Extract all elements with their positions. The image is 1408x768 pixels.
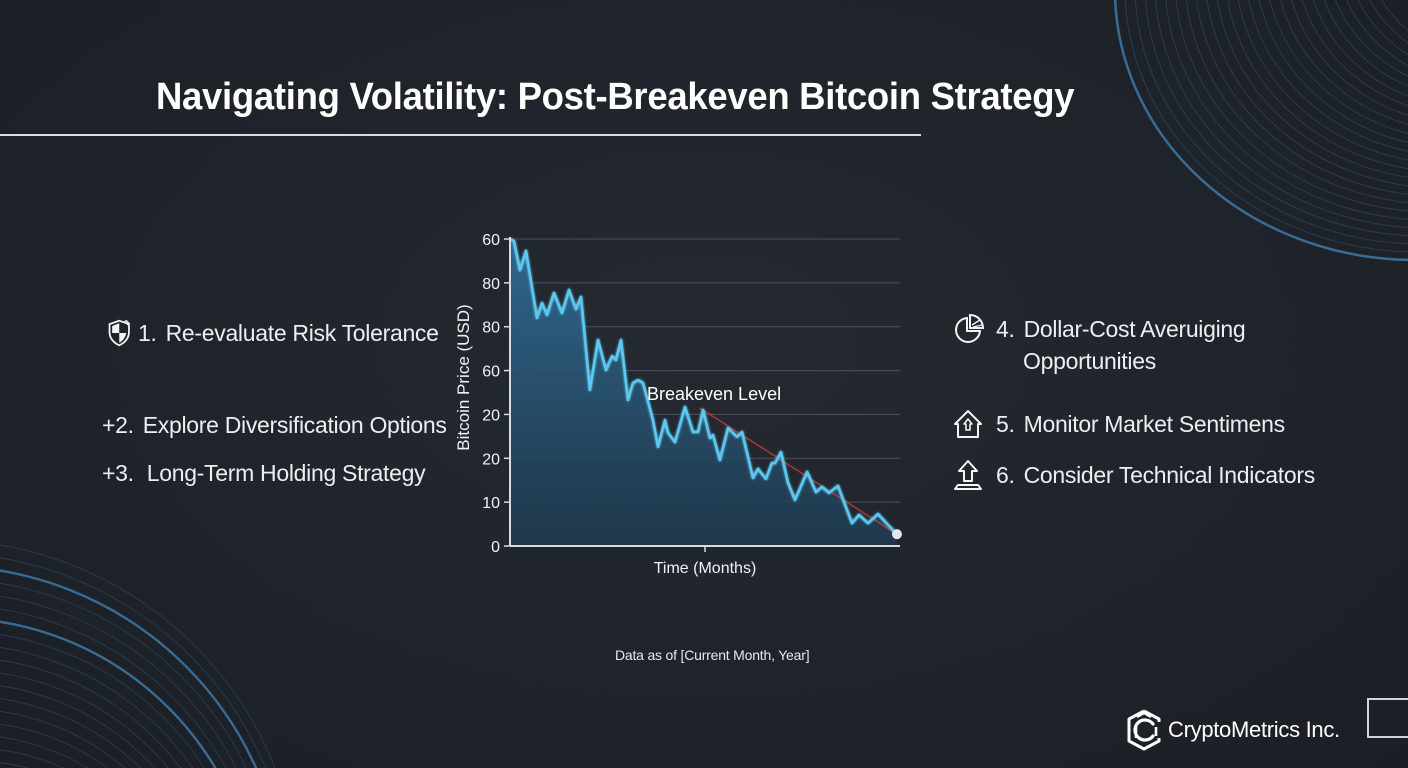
- y-tick-label: 0: [491, 539, 500, 556]
- brand-logo: CryptoMetrics Inc.: [1124, 708, 1340, 752]
- swirl-arc: [1369, 0, 1408, 44]
- swirl-arc: [0, 659, 182, 768]
- swirl-arc: [1248, 0, 1408, 152]
- title-divider: [0, 134, 921, 136]
- swirl-arc: [1165, 0, 1408, 220]
- swirl-arc: [1216, 0, 1408, 178]
- strategy-number: +3.: [102, 460, 134, 486]
- swirl-arc: [1237, 0, 1408, 161]
- breakeven-label: Breakeven Level: [647, 384, 781, 404]
- trend-line: [699, 407, 898, 535]
- swirl-arc: [1280, 0, 1408, 125]
- swirl-arc: [0, 569, 258, 768]
- strategy-label: Re-evaluate Risk Tolerance: [165, 319, 439, 346]
- swirl-arc: [0, 736, 89, 768]
- swirl-arc: [1114, 0, 1408, 262]
- swirl-arc: [1269, 0, 1408, 134]
- swirl-arc: [0, 762, 30, 768]
- upload-arrow-icon: [954, 460, 982, 490]
- swirl-arc: [1186, 0, 1408, 203]
- strategy-item-4: 4. Dollar-Cost Averuiging: [952, 312, 1246, 346]
- swirl-arc: [1175, 0, 1408, 212]
- strategy-label: Explore Diversification Options: [142, 412, 447, 438]
- shield-icon: [108, 319, 130, 347]
- y-tick-label: 20: [482, 407, 500, 424]
- swirl-arc: [1206, 0, 1408, 187]
- swirl-arc: [0, 544, 276, 768]
- swirl-arc: [1155, 0, 1408, 228]
- strategy-item-1: 1. Re-evaluate Risk Tolerance: [106, 318, 439, 348]
- strategy-label: Dollar-Cost Averuiging: [1023, 315, 1246, 342]
- swirl-arc: [1290, 0, 1408, 116]
- strategy-label: Long-Term Holding Strategy: [146, 460, 426, 486]
- y-tick-label: 60: [482, 364, 500, 381]
- strategy-label: Monitor Market Sentimens: [1023, 410, 1286, 437]
- y-tick-label: 80: [482, 276, 500, 293]
- price-line: [509, 237, 898, 536]
- swirl-arc: [1196, 0, 1408, 195]
- brand-name: CryptoMetrics Inc.: [1168, 717, 1340, 742]
- strategy-item-5: 5. Monitor Market Sentimens: [952, 407, 1285, 441]
- strategy-item-3: +3. Long-Term Holding Strategy: [102, 460, 426, 487]
- swirl-arc: [1312, 0, 1408, 97]
- y-axis-label: Bitcoin Price (USD): [454, 304, 473, 450]
- strategy-number: 6.: [996, 461, 1015, 488]
- swirl-arc: [1323, 0, 1408, 87]
- swirl-arc: [0, 749, 64, 768]
- swirl-arc: [1357, 0, 1408, 56]
- swirl-arc: [1135, 0, 1408, 245]
- swirl-arc: [1145, 0, 1408, 236]
- swirl-arc: [0, 698, 141, 768]
- pie-chart-icon: [955, 313, 985, 343]
- x-axis-label: Time (Months): [654, 560, 757, 577]
- y-tick-label: 60: [482, 232, 500, 249]
- swirl-arc: [1124, 0, 1408, 253]
- strategy-number: +2.: [102, 412, 134, 438]
- price-area-fill: [510, 239, 897, 546]
- swirl-arc: [0, 711, 126, 768]
- strategy-label-line2: Opportunities: [1023, 348, 1156, 374]
- strategy-item-2: +2. Explore Diversification Options: [102, 412, 447, 439]
- strategy-number: 1.: [138, 319, 157, 346]
- swirl-arc: [0, 672, 169, 768]
- swirl-arc: [1334, 0, 1408, 77]
- house-arrow-icon: [954, 410, 982, 438]
- cryptometrics-logo-icon: [1127, 709, 1161, 751]
- y-tick-labels: 0 10 20 20 60 80 80 60: [482, 232, 500, 556]
- swirl-arc: [0, 647, 194, 768]
- endpoint-marker: [891, 529, 902, 540]
- swirl-arc: [0, 608, 227, 768]
- swirl-arc: [1301, 0, 1408, 107]
- data-date-footnote: Data as of [Current Month, Year]: [615, 647, 810, 663]
- strategy-number: 4.: [996, 315, 1015, 342]
- swirl-arc: [0, 583, 247, 768]
- page-title: Navigating Volatility: Post-Breakeven Bi…: [156, 76, 1075, 118]
- y-tick-label: 80: [482, 320, 500, 337]
- corner-frame: [1367, 698, 1408, 738]
- swirl-arc: [0, 557, 266, 768]
- strategy-label: Consider Technical Indicators: [1023, 461, 1316, 488]
- swirl-arc: [0, 620, 217, 768]
- strategy-number: 5.: [996, 410, 1015, 437]
- swirl-arc: [0, 685, 156, 768]
- strategy-item-6: 6. Consider Technical Indicators: [952, 458, 1315, 492]
- swirl-arc: [0, 634, 205, 768]
- swirl-arc: [1227, 0, 1408, 170]
- price-chart: 0 10 20 20 60 80 80 60 Breakeven Level Time (Mo…: [454, 232, 902, 577]
- y-tick-label: 10: [482, 495, 500, 512]
- y-tick-label: 20: [482, 451, 500, 468]
- swirl-arc: [1258, 0, 1408, 143]
- swirl-arc: [0, 595, 237, 768]
- swirl-arc: [0, 723, 108, 768]
- swirl-arc: [1346, 0, 1408, 67]
- swirl-arc: [1381, 0, 1408, 32]
